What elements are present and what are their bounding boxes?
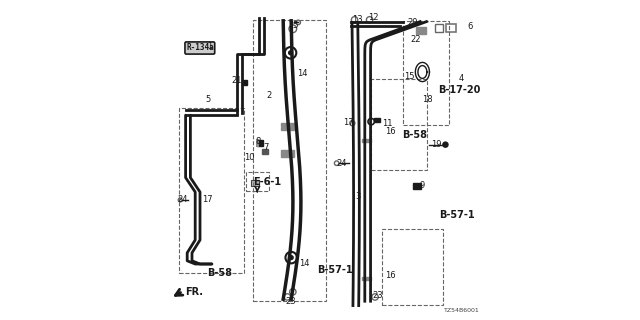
Text: 5: 5 [205,95,211,104]
Bar [251,180,259,186]
Text: 4: 4 [458,74,463,83]
Text: 23: 23 [372,291,383,300]
Text: 19: 19 [431,140,442,149]
Text: 8: 8 [255,137,260,146]
Bar [257,140,263,146]
Text: 24: 24 [178,196,188,204]
Bar [256,139,259,147]
Text: 17: 17 [344,118,354,127]
Bar [362,139,371,142]
Text: FR.: FR. [186,287,204,297]
Text: 15: 15 [404,72,414,81]
Text: R-134a: R-134a [186,44,214,52]
Bar [251,180,259,186]
FancyBboxPatch shape [185,42,215,54]
Bar [362,277,371,280]
Text: 11: 11 [382,119,392,128]
Bar [281,127,294,130]
Bar [374,118,380,122]
Text: 23: 23 [285,297,296,306]
Text: TZ54B6001: TZ54B6001 [444,308,479,313]
Bar [281,150,294,154]
Text: 18: 18 [422,95,433,104]
Text: B-57-1: B-57-1 [439,210,475,220]
Bar [403,21,449,125]
Text: 24: 24 [337,159,347,168]
Bar [371,79,428,170]
Bar [242,80,248,85]
Bar [281,154,294,157]
Text: 22: 22 [410,36,420,44]
Text: 20: 20 [407,18,417,27]
Text: 13: 13 [353,15,363,24]
Text: 9: 9 [420,181,425,190]
Bar [383,229,443,305]
Bar [447,24,456,32]
Text: 17: 17 [202,195,212,204]
Bar [262,149,268,154]
Bar [179,108,244,273]
Text: 7: 7 [263,143,268,152]
Text: B-57-1: B-57-1 [317,265,353,276]
Text: 6: 6 [468,22,473,31]
Bar [281,123,294,126]
Text: 14: 14 [299,259,309,268]
Text: 3: 3 [355,192,360,201]
Text: 25: 25 [289,21,299,30]
Text: 14: 14 [297,69,308,78]
Text: 21: 21 [232,76,242,85]
Text: 16: 16 [385,271,396,280]
Text: 1: 1 [207,42,212,51]
Text: 16: 16 [385,127,396,136]
Bar [413,183,422,189]
Bar [246,172,269,191]
Text: 10: 10 [244,153,254,162]
Bar [253,20,326,301]
Circle shape [289,256,293,260]
Bar [435,24,443,32]
Text: E-6-1: E-6-1 [253,177,281,188]
Text: B-17-20: B-17-20 [438,85,481,95]
Text: B-58: B-58 [207,268,232,278]
Text: 2: 2 [266,92,271,100]
Circle shape [443,142,448,147]
Bar [416,27,426,34]
Text: B-58: B-58 [403,130,428,140]
Text: 12: 12 [369,13,379,22]
Circle shape [289,51,292,55]
